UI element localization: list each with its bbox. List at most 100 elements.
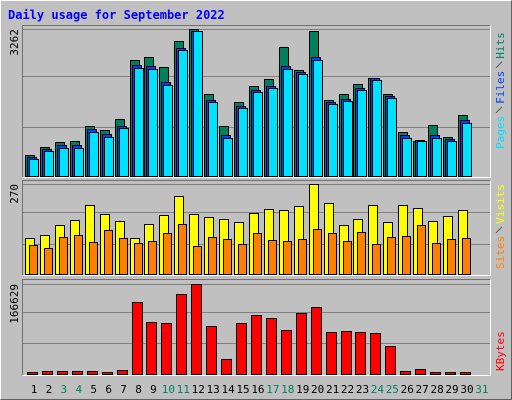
bar — [44, 248, 53, 275]
bar — [238, 108, 248, 177]
bar — [326, 332, 337, 375]
bar — [178, 224, 187, 275]
panel-border-light — [22, 25, 491, 178]
bar — [163, 233, 172, 275]
bar — [146, 322, 157, 375]
x-tick-label: 16 — [251, 383, 264, 396]
bar — [119, 238, 128, 275]
bar — [372, 80, 382, 177]
bar — [59, 148, 69, 177]
bar — [104, 230, 113, 275]
x-tick-label: 21 — [326, 383, 339, 396]
panel-border-dark — [22, 25, 491, 178]
legend-separator — [495, 226, 503, 234]
bar — [42, 371, 53, 375]
bar — [104, 137, 114, 177]
bar — [400, 371, 411, 375]
bar — [402, 236, 411, 275]
x-tick-label: 22 — [341, 383, 354, 396]
bar — [268, 88, 278, 177]
x-tick-label: 26 — [401, 383, 414, 396]
x-tick-label: 24 — [371, 383, 385, 396]
bar — [430, 372, 441, 375]
bar — [134, 243, 143, 275]
bar — [72, 371, 83, 375]
bar — [387, 237, 396, 275]
bar — [296, 313, 307, 375]
x-tick-label: 3 — [61, 383, 68, 396]
bar — [462, 238, 471, 275]
bar — [311, 307, 322, 375]
x-tick-label: 18 — [281, 383, 294, 396]
bar — [266, 318, 277, 375]
x-tick-label: 6 — [105, 383, 112, 396]
bar — [27, 372, 38, 375]
bar — [268, 240, 277, 275]
bar — [283, 241, 292, 275]
bar — [251, 315, 262, 375]
bar — [134, 68, 144, 177]
bar — [462, 123, 472, 177]
bar — [417, 225, 426, 275]
bar — [161, 323, 172, 375]
panel-border-light — [22, 279, 491, 376]
bar — [432, 243, 441, 275]
bar — [357, 232, 366, 275]
bar — [355, 332, 366, 375]
bar — [191, 284, 202, 375]
bar — [89, 132, 99, 177]
bar — [29, 245, 38, 275]
legend-label: Hits — [494, 32, 507, 59]
bar — [119, 128, 129, 177]
x-tick-label: 17 — [266, 383, 279, 396]
bar — [176, 294, 187, 375]
bar — [283, 69, 293, 177]
x-tick-label: 23 — [356, 383, 369, 396]
x-tick-label: 28 — [430, 383, 443, 396]
legend-separator — [495, 106, 503, 114]
bar — [206, 326, 217, 375]
x-tick-label: 8 — [135, 383, 142, 396]
x-tick-label: 4 — [75, 383, 82, 396]
panel-border-light — [22, 180, 491, 276]
x-tick-label: 2 — [46, 383, 53, 396]
x-tick-label: 7 — [120, 383, 127, 396]
bar — [193, 246, 202, 275]
bar — [29, 159, 39, 177]
x-tick-label: 25 — [386, 383, 399, 396]
x-tick-label: 27 — [416, 383, 429, 396]
bar — [328, 104, 338, 177]
bar — [208, 102, 218, 177]
bar — [372, 244, 381, 275]
bar — [223, 239, 232, 275]
bar — [417, 141, 427, 177]
bar — [447, 239, 456, 275]
bar — [415, 369, 426, 375]
bar — [387, 98, 397, 177]
y-tick-label: 166629 — [8, 284, 21, 324]
bar — [223, 138, 233, 177]
bar — [236, 323, 247, 375]
bar — [432, 138, 442, 177]
bar — [281, 330, 292, 375]
bar — [445, 372, 456, 375]
bar — [87, 371, 98, 375]
bar — [253, 233, 262, 275]
legend-label: Visits — [494, 184, 507, 224]
bar — [253, 92, 263, 177]
bar — [357, 90, 367, 177]
x-tick-label: 9 — [150, 383, 157, 396]
bar — [313, 229, 322, 275]
bar — [328, 233, 337, 275]
bar — [74, 235, 83, 275]
x-tick-label: 1 — [31, 383, 38, 396]
bar — [148, 241, 157, 275]
bar — [132, 302, 143, 375]
bar — [178, 50, 188, 177]
x-tick-label: 30 — [460, 383, 473, 396]
bar — [221, 359, 232, 375]
legend-label: Pages — [494, 116, 507, 149]
bar — [89, 242, 98, 275]
x-tick-label: 5 — [90, 383, 97, 396]
